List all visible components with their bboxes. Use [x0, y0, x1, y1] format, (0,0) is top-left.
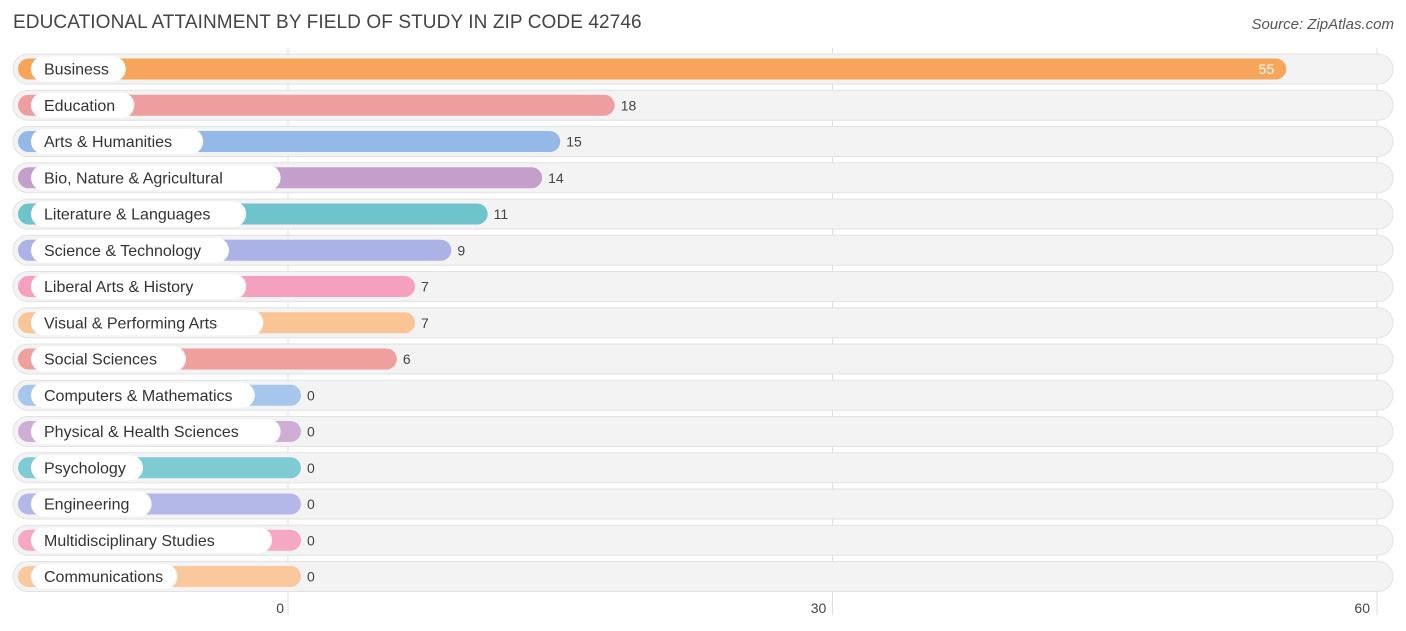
value-label: 55: [1259, 61, 1275, 77]
category-label-bg: [31, 419, 281, 444]
category-label: Literature & Languages: [44, 207, 210, 224]
value-label: 0: [307, 496, 315, 512]
category-label: Social Sciences: [44, 352, 157, 369]
category-label: Psychology: [44, 460, 126, 477]
row-background: [12, 488, 1394, 520]
bar-row: Business 55: [12, 53, 1394, 85]
bar-row: Arts & Humanities 15: [12, 126, 1394, 157]
value-label: 0: [307, 387, 315, 403]
row-background: [12, 561, 1394, 592]
bar-row: Visual & Performing Arts 7: [12, 307, 1394, 339]
value-label: 0: [307, 460, 315, 476]
category-label: Engineering: [44, 497, 129, 514]
category-label: Multidisciplinary Studies: [44, 533, 215, 550]
bar-row: Engineering 0: [12, 488, 1394, 520]
category-label-bg: [31, 346, 186, 372]
value-label: 7: [421, 279, 429, 295]
rows-layer: Business 55 Education 18 Arts & Humanities 15…: [12, 53, 1394, 592]
bar-row: Physical & Health Sciences 0: [12, 416, 1394, 447]
category-label-bg: [31, 237, 229, 263]
chart-title: EDUCATIONAL ATTAINMENT BY FIELD OF STUDY…: [13, 12, 642, 33]
category-label-bg: [31, 56, 126, 82]
category-label: Liberal Arts & History: [44, 279, 193, 296]
category-label-bg: [31, 455, 143, 481]
category-label: Bio, Nature & Agricultural: [44, 170, 223, 187]
row-background: [12, 452, 1394, 484]
category-label-bg: [31, 491, 152, 517]
category-label: Education: [44, 98, 115, 115]
category-label-bg: [31, 92, 135, 118]
bar-row: Multidisciplinary Studies 0: [12, 524, 1394, 556]
value-label: 9: [457, 242, 465, 258]
value-label: 0: [307, 532, 315, 548]
bar-row: Psychology 0: [12, 452, 1394, 484]
bar: [18, 58, 1287, 80]
bar-row: Education 18: [12, 89, 1394, 121]
bar: [18, 94, 615, 116]
value-label: 0: [307, 569, 315, 585]
category-label: Business: [44, 62, 109, 79]
value-label: 14: [548, 170, 564, 186]
row-background: [12, 416, 1394, 447]
value-label: 18: [621, 97, 637, 113]
category-label-bg: [31, 274, 247, 299]
category-label-bg: [31, 382, 255, 408]
x-tick-label: 30: [811, 600, 827, 616]
category-label-bg: [31, 129, 204, 154]
category-label: Visual & Performing Arts: [44, 315, 217, 332]
category-label-bg: [31, 527, 272, 553]
category-label: Science & Technology: [44, 243, 201, 260]
x-axis: 0 30 60: [276, 600, 1370, 616]
bar-row: Social Sciences 6: [12, 343, 1394, 375]
row-background: [12, 524, 1394, 556]
bar-row: Computers & Mathematics 0: [12, 379, 1394, 411]
value-label: 0: [307, 424, 315, 440]
bar-row: Liberal Arts & History 7: [12, 271, 1394, 302]
category-label: Communications: [44, 569, 163, 586]
category-label-bg: [31, 564, 178, 589]
category-label: Physical & Health Sciences: [44, 424, 239, 441]
category-label-bg: [31, 201, 247, 227]
category-label: Computers & Mathematics: [44, 388, 233, 405]
source-note: Source: ZipAtlas.com: [1251, 16, 1394, 33]
value-label: 6: [403, 351, 411, 367]
row-background: [12, 379, 1394, 411]
bar-row: Communications 0: [12, 561, 1394, 592]
bar-row: Literature & Languages 11: [12, 198, 1394, 230]
x-tick-label: 0: [276, 600, 284, 616]
category-label: Arts & Humanities: [44, 134, 172, 151]
value-label: 11: [494, 206, 509, 222]
value-label: 7: [421, 315, 429, 331]
category-label-bg: [31, 310, 264, 336]
value-label: 15: [566, 134, 582, 150]
category-label-bg: [31, 165, 281, 191]
bar-row: Science & Technology 9: [12, 234, 1394, 266]
x-tick-label: 60: [1354, 600, 1370, 616]
bar-row: Bio, Nature & Agricultural 14: [12, 162, 1394, 194]
